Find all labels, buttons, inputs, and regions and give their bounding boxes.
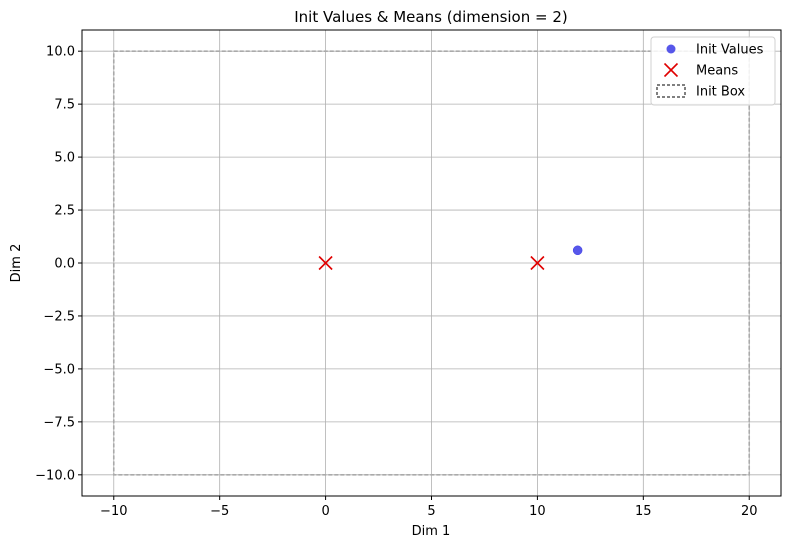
- y-tick-label: −10.0: [35, 468, 75, 483]
- legend-label: Init Values: [696, 43, 764, 58]
- data-points: [318, 245, 583, 271]
- x-tick-label: 0: [321, 504, 329, 519]
- x-tick-label: 20: [741, 504, 758, 519]
- x-tick-label: 10: [529, 504, 546, 519]
- x-axis-label: Dim 1: [412, 524, 451, 539]
- x-tick-label: −10: [100, 504, 127, 519]
- y-ticks: −10.0 −7.5 −5.0 −2.5 0.0 2.5 5.0 7.5 10.0: [35, 45, 82, 483]
- y-tick-label: 0.0: [54, 257, 75, 272]
- y-tick-label: 5.0: [54, 151, 75, 166]
- legend-box: [650, 36, 776, 106]
- chart-title: Init Values & Means (dimension = 2): [294, 8, 568, 26]
- legend-circle-icon: [666, 44, 676, 54]
- mean-marker: [530, 255, 545, 271]
- y-tick-label: −7.5: [43, 415, 75, 430]
- legend-label: Init Box: [696, 85, 745, 100]
- init-value-point: [572, 245, 583, 256]
- y-tick-label: −2.5: [43, 309, 75, 324]
- x-tick-label: −5: [210, 504, 229, 519]
- legend-label: Means: [696, 64, 738, 79]
- init-box-rect: [112, 50, 751, 476]
- y-axis-label: Dim 2: [9, 244, 24, 283]
- x-tick-label: 5: [427, 504, 435, 519]
- init-box: [112, 50, 751, 476]
- legend-x-icon: [663, 62, 679, 78]
- y-tick-label: 7.5: [54, 98, 75, 113]
- x-ticks: −10 −5 0 5 10 15 20: [100, 496, 758, 519]
- legend: Init Values Means Init Box: [650, 36, 776, 106]
- x-tick-label: 15: [635, 504, 652, 519]
- y-tick-label: 2.5: [54, 204, 75, 219]
- y-tick-label: 10.0: [46, 45, 75, 60]
- y-tick-label: −5.0: [43, 362, 75, 377]
- mean-marker: [318, 255, 333, 271]
